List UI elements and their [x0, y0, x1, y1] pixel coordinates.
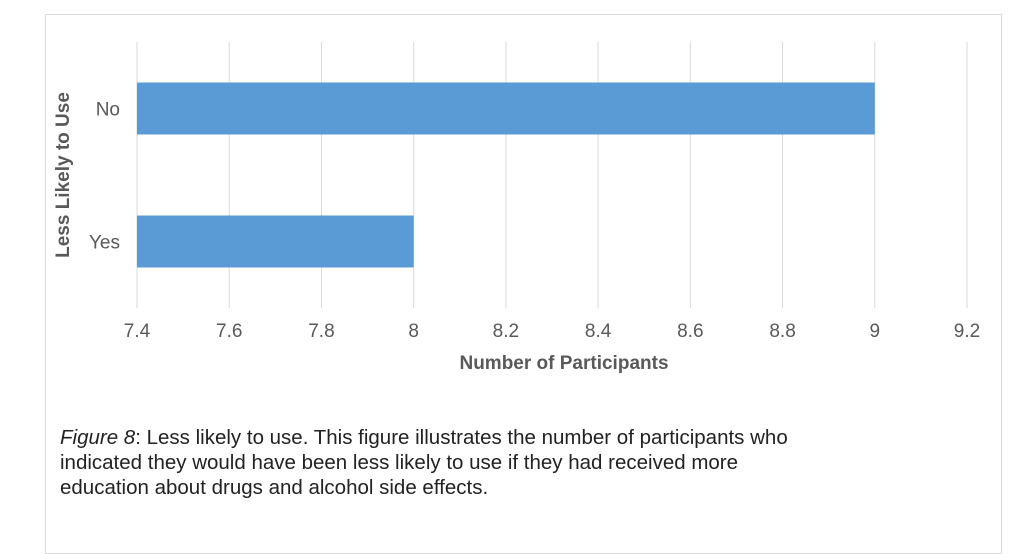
x-tick-label: 9.2: [954, 321, 980, 342]
caption-text: : Less likely to use. This figure illust…: [60, 426, 788, 499]
x-tick-label: 8.6: [677, 321, 703, 342]
x-tick-labels: 7.4 7.6 7.8 8 8.2 8.4 8.6 8.8 9 9.2: [124, 321, 980, 342]
figure-caption: Figure 8: Less likely to use. This figur…: [60, 425, 820, 500]
x-tick-label: 9: [869, 321, 880, 342]
figure-label: Figure 8: [60, 426, 136, 449]
category-labels: No Yes: [89, 100, 120, 254]
y-axis-title: Less Likely to Use: [53, 92, 74, 258]
x-axis-title: Number of Participants: [459, 353, 668, 374]
category-label-yes: Yes: [89, 233, 120, 254]
x-tick-label: 7.6: [216, 321, 242, 342]
x-tick-label: 8.4: [585, 321, 612, 342]
bar-no: [137, 82, 875, 135]
x-tick-label: 8: [408, 321, 419, 342]
category-label-no: No: [96, 100, 120, 121]
bar-chart: 7.4 7.6 7.8 8 8.2 8.4 8.6 8.8 9 9.2 No Yes Number …: [53, 42, 980, 374]
x-tick-label: 7.4: [124, 321, 151, 342]
bars: [137, 82, 875, 268]
bar-yes: [137, 215, 414, 268]
x-tick-label: 8.2: [493, 321, 519, 342]
gridlines: [136, 42, 968, 308]
x-tick-label: 7.8: [308, 321, 334, 342]
x-tick-label: 8.8: [769, 321, 795, 342]
